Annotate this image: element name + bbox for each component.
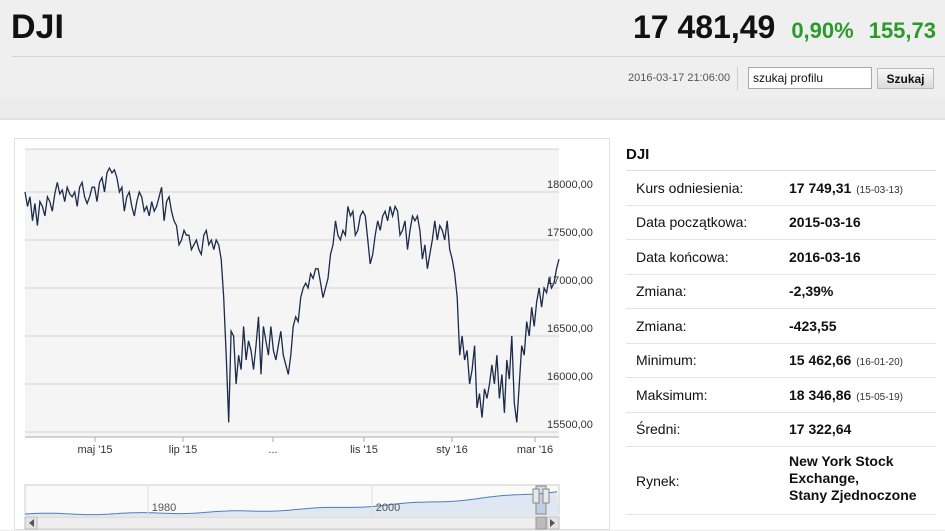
navigator[interactable]: 1980 2000 [24, 484, 560, 530]
x-tick-label: mar '16 [517, 444, 553, 456]
row-label: Rynek: [636, 472, 680, 489]
row-label: Minimum: [636, 352, 697, 369]
row-label: Zmiana: [636, 317, 687, 334]
navigator-label: 1980 [152, 502, 176, 514]
search-input[interactable] [748, 67, 872, 89]
info-row: Zmiana: -2,39% [626, 275, 936, 309]
header: DJI 17 481,49 0,90% 155,73 2016-03-17 21… [0, 0, 945, 98]
scroll-right-arrow-icon [550, 519, 555, 527]
info-row: Zmiana: -423,55 [626, 309, 936, 344]
scrollbar-thumb[interactable] [535, 516, 547, 530]
row-value: -2,39% [789, 283, 834, 300]
change-value: 155,73 [868, 18, 936, 43]
y-tick-label: 18000,00 [547, 179, 593, 191]
navigator-line [24, 491, 558, 516]
separator [737, 67, 738, 91]
y-tick-label: 17500,00 [547, 227, 593, 239]
row-note: (16-01-20) [856, 357, 903, 369]
search-button[interactable]: Szukaj [877, 68, 934, 89]
info-row: Minimum: 15 462,66 (16-01-20) [626, 344, 936, 378]
change-percent: 0,90% [791, 18, 854, 43]
ticker-symbol: DJI [11, 8, 64, 46]
info-row: Kurs odniesienia: 17 749,31 (15-03-13) [626, 171, 936, 206]
market-value: New York Stock Exchange, Stany Zjednoczo… [789, 453, 917, 503]
info-row: Data początkowa: 2015-03-16 [626, 206, 936, 240]
info-table: Kurs odniesienia: 17 749,31 (15-03-13) Dat… [626, 170, 936, 515]
info-row: Średni: 17 322,64 [626, 413, 936, 447]
x-tick-label: lis '15 [350, 444, 378, 456]
x-tick-label: sty '16 [436, 444, 467, 456]
row-value: 17 749,31 (15-03-13) [789, 179, 903, 196]
row-label: Zmiana: [636, 283, 687, 300]
grid [25, 148, 559, 438]
row-note: (15-03-13) [856, 184, 903, 196]
price-chart[interactable]: maj '15 lip '15... lis '15 sty '16 mar '16 1… [15, 139, 611, 531]
x-tick-label: maj '15 [77, 444, 112, 456]
row-value: 17 322,64 [789, 421, 852, 438]
x-tick-label: ... [268, 444, 277, 456]
chart-area[interactable]: maj '15 lip '15... lis '15 sty '16 mar '16 1… [14, 138, 610, 530]
row-value: 2016-03-16 [789, 248, 861, 265]
quote: 17 481,49 0,90% 155,73 [633, 9, 936, 46]
timestamp: 2016-03-17 21:06:00 [628, 72, 731, 84]
info-row: Data końcowa: 2016-03-16 [626, 240, 936, 275]
x-axis-labels: maj '15 lip '15... lis '15 sty '16 mar '16 [77, 437, 553, 456]
navigator-label: 2000 [376, 502, 400, 514]
row-note: (15-05-19) [856, 391, 903, 403]
navigator-handle-right[interactable] [542, 488, 550, 504]
row-label: Data początkowa: [636, 214, 748, 231]
y-tick-label: 15500,00 [547, 419, 593, 431]
row-value: -423,55 [789, 317, 837, 334]
info-row: Maksimum: 18 346,86 (15-05-19) [626, 378, 936, 413]
info-title: DJI [626, 146, 650, 163]
header-divider [12, 56, 945, 57]
row-value: 2015-03-16 [789, 214, 861, 231]
row-value: 15 462,66 (16-01-20) [789, 352, 903, 369]
x-tick-label: lip '15 [169, 444, 197, 456]
row-value: 18 346,86 (15-05-19) [789, 386, 903, 403]
info-row-market: Rynek: New York Stock Exchange, Stany Zj… [626, 447, 936, 515]
price-line [24, 166, 560, 423]
navigator-area [25, 491, 559, 515]
navigator-handle-left[interactable] [532, 488, 540, 504]
row-label: Maksimum: [636, 386, 708, 403]
y-axis-labels: 18000,00 17500,00 17000,00 16500,00 16000,00… [547, 179, 593, 431]
y-tick-label: 16500,00 [547, 323, 593, 335]
plot-background [25, 149, 559, 437]
row-label: Kurs odniesienia: [636, 179, 744, 196]
y-tick-label: 17000,00 [547, 275, 593, 287]
scrollbar-track[interactable] [24, 516, 560, 530]
row-label: Data końcowa: [636, 248, 729, 265]
price: 17 481,49 [632, 9, 776, 45]
scroll-left-arrow-icon [29, 519, 34, 527]
y-tick-label: 16000,00 [547, 371, 593, 383]
row-label: Średni: [636, 421, 681, 438]
